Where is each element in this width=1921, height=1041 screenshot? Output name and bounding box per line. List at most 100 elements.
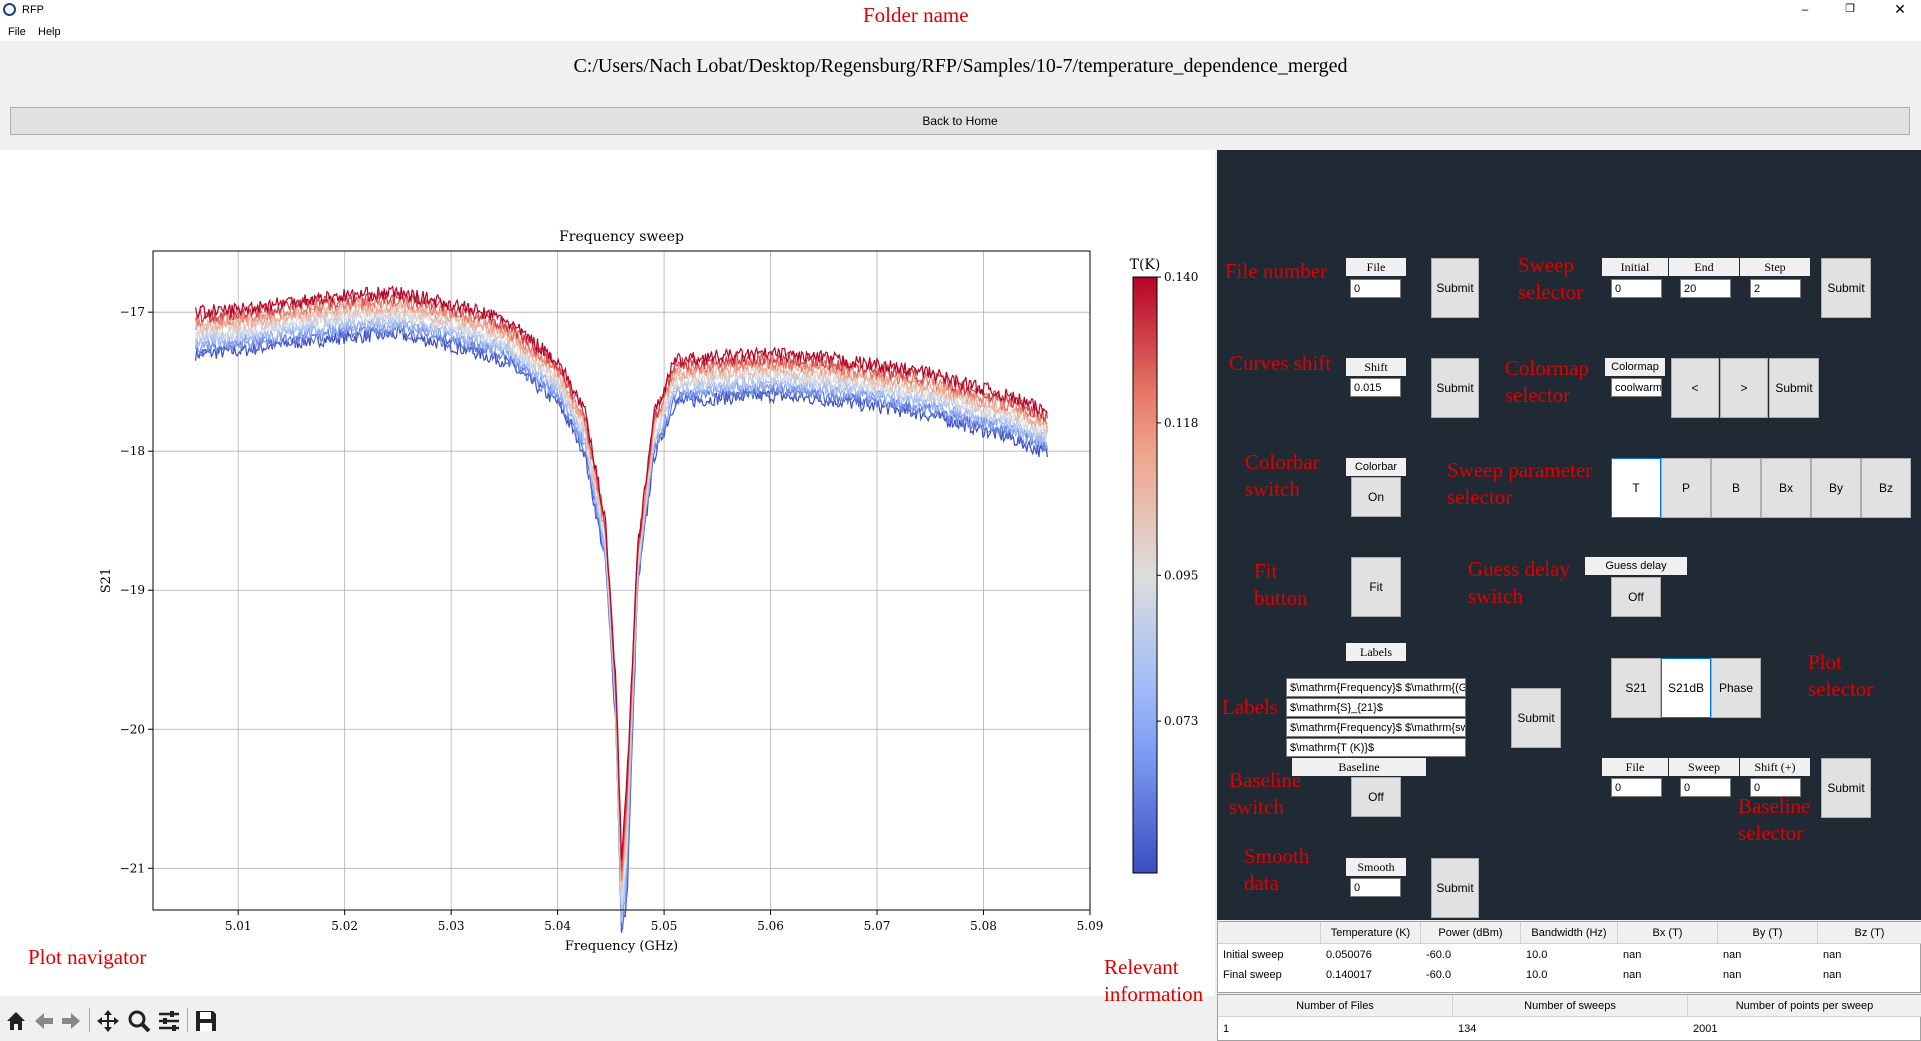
baseline-submit-button[interactable]: Submit (1821, 758, 1871, 818)
info-table-cell: 10.0 (1526, 949, 1548, 961)
baseline-shift-input[interactable]: 0 (1750, 778, 1801, 797)
back-to-home-button[interactable]: Back to Home (10, 107, 1910, 135)
save-icon[interactable] (194, 1009, 218, 1033)
info-table-header: Bx (T) (1618, 922, 1718, 944)
x-tick-label: 5.03 (438, 919, 465, 933)
labels-label: Labels (1346, 643, 1406, 661)
baseline-sweep-label: Sweep (1669, 758, 1739, 776)
step-input[interactable]: 2 (1750, 279, 1801, 298)
colorbar-label-input[interactable]: $\mathrm{T (K)}$ (1286, 738, 1466, 757)
title-bar (0, 0, 1921, 20)
annotation-plot-navigator: Plot navigator (28, 945, 147, 969)
pan-icon[interactable] (96, 1009, 120, 1033)
colorbar-label: Colorbar (1346, 458, 1406, 476)
x-tick-label: 5.07 (864, 919, 891, 933)
info-table-cell: -60.0 (1426, 969, 1452, 981)
x-tick-label: 5.01 (225, 919, 252, 933)
ylabel-input[interactable]: $\mathrm{S}_{21}$ (1286, 698, 1466, 717)
info-table-cell: -60.0 (1426, 949, 1452, 961)
colormap-next-button[interactable]: > (1720, 358, 1768, 418)
menu-help[interactable]: Help (38, 26, 61, 38)
x-tick-label: 5.09 (1077, 919, 1104, 933)
plot-s21-button[interactable]: S21 (1611, 658, 1661, 718)
chart[interactable]: 5.01 5.02 5.03 5.04 5.05 5.06 5.07 5.08 5.09 −17 −… (0, 150, 1215, 996)
title-input[interactable]: $\mathrm{Frequency}$ $\mathrm{sweep}$ (1286, 718, 1466, 737)
plot-s21db-button[interactable]: S21dB (1661, 658, 1711, 718)
home-icon[interactable] (5, 1010, 27, 1032)
restore-icon[interactable]: ❐ (1845, 3, 1855, 15)
zoom-icon[interactable] (127, 1009, 151, 1033)
summary-table-header: Number of sweeps (1453, 995, 1688, 1017)
baseline-toggle-button[interactable]: Off (1351, 777, 1401, 817)
initial-label: Initial (1602, 258, 1668, 276)
colorbar-label: T(K) (1130, 257, 1161, 273)
y-tick-label: −20 (120, 722, 145, 736)
info-table-header: Temperature (K) (1321, 922, 1421, 944)
series-line (195, 285, 1048, 861)
info-table-header: Bandwidth (Hz) (1521, 922, 1618, 944)
app-icon (3, 3, 16, 16)
annotation-guess-delay-switch: Guess delay switch (1468, 557, 1571, 608)
labels-submit-button[interactable]: Submit (1511, 688, 1561, 748)
annotation-colorbar-switch: Colorbar switch (1245, 450, 1320, 501)
shift-submit-button[interactable]: Submit (1431, 358, 1479, 418)
guess-delay-label: Guess delay (1585, 557, 1687, 575)
sweep-submit-button[interactable]: Submit (1821, 258, 1871, 318)
annotation-relevant-information: Relevant information (1104, 955, 1204, 1006)
baseline-file-input[interactable]: 0 (1611, 778, 1662, 797)
shift-input[interactable]: 0.015 (1350, 378, 1401, 397)
plot-phase-button[interactable]: Phase (1711, 658, 1761, 718)
annotation-colormap-selector: Colormap selector (1505, 356, 1589, 407)
end-input[interactable]: 20 (1680, 279, 1731, 298)
colormap-input[interactable]: coolwarm (1611, 378, 1662, 397)
colorbar-toggle-button[interactable]: On (1351, 477, 1401, 517)
annotation-sweep-parameter-selector: Sweep parameter selector (1447, 458, 1593, 509)
smooth-input[interactable]: 0 (1350, 878, 1401, 897)
colormap-prev-button[interactable]: < (1671, 358, 1719, 418)
plot-frame (152, 250, 1091, 911)
baseline-sweep-input[interactable]: 0 (1680, 778, 1731, 797)
configure-icon[interactable] (157, 1009, 181, 1033)
param-bx-button[interactable]: Bx (1761, 458, 1811, 518)
info-table-cell: nan (1623, 969, 1642, 981)
back-arrow-icon[interactable] (33, 1010, 55, 1032)
minimize-icon[interactable]: – (1801, 2, 1809, 16)
baseline-shift-label: Shift (+) (1740, 758, 1810, 776)
param-b-button[interactable]: B (1711, 458, 1761, 518)
annotation-sweep-selector: Sweep selector (1518, 253, 1584, 304)
param-bz-button[interactable]: Bz (1861, 458, 1911, 518)
folder-path: C:/Users/Nach Lobat/Desktop/Regensburg/R… (573, 55, 1348, 77)
file-submit-button[interactable]: Submit (1431, 258, 1479, 318)
colormap-submit-button[interactable]: Submit (1769, 358, 1819, 418)
xlabel-input[interactable]: $\mathrm{Frequency}$ $\mathrm{(GHz)}$ (1286, 678, 1466, 697)
annotation-smooth-data: Smooth data (1244, 844, 1310, 895)
menu-file[interactable]: File (8, 26, 26, 38)
info-table-cell: nan (1723, 949, 1742, 961)
annotation-curves-shift: Curves shift (1229, 351, 1332, 375)
x-tick-label: 5.05 (651, 919, 678, 933)
fit-button[interactable]: Fit (1351, 557, 1401, 617)
summary-table-header: Number of points per sweep (1688, 995, 1921, 1017)
chart-title: Frequency sweep (559, 229, 684, 245)
close-icon[interactable]: ✕ (1894, 1, 1906, 17)
x-tick-label: 5.08 (970, 919, 997, 933)
series-line (195, 307, 1048, 905)
param-p-button[interactable]: P (1661, 458, 1711, 518)
param-by-button[interactable]: By (1811, 458, 1861, 518)
annotation-folder-name: Folder name (863, 3, 969, 27)
y-axis-label: S21 (99, 568, 114, 593)
colorbar (1132, 276, 1158, 874)
forward-arrow-icon[interactable] (60, 1010, 82, 1032)
file-input[interactable]: 0 (1350, 279, 1401, 298)
initial-input[interactable]: 0 (1611, 279, 1662, 298)
summary-table-cell: 134 (1458, 1023, 1477, 1035)
info-table-cell: nan (1823, 969, 1842, 981)
param-t-button[interactable]: T (1611, 458, 1661, 518)
colorbar-tick-label: 0.118 (1164, 416, 1198, 430)
file-label: File (1346, 258, 1406, 276)
summary-table-cell: 1 (1223, 1023, 1230, 1035)
y-tick-label: −18 (120, 444, 145, 458)
smooth-submit-button[interactable]: Submit (1431, 858, 1479, 918)
guess-delay-toggle-button[interactable]: Off (1611, 577, 1661, 617)
annotation-fit-button: Fit button (1254, 559, 1308, 610)
